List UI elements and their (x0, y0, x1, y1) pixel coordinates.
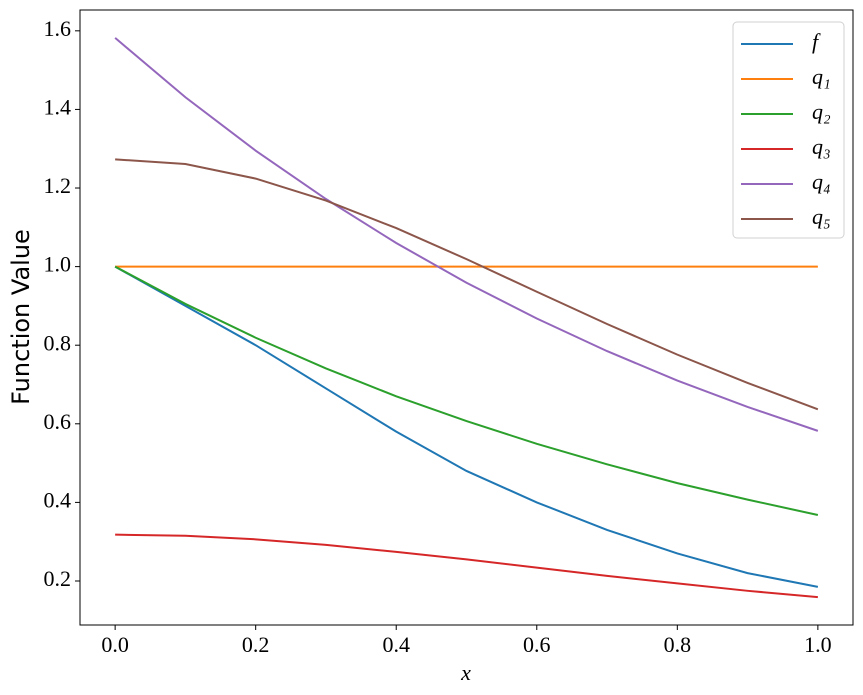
series-line (114, 265, 819, 588)
legend-label: q₂ (812, 99, 831, 124)
legend-label: f (812, 29, 821, 54)
x-axis-label: x (460, 660, 471, 685)
y-tick-label: 1.0 (44, 252, 72, 277)
y-tick-label: 0.6 (44, 409, 72, 434)
y-tick-label: 1.2 (44, 173, 72, 198)
series-line (114, 37, 819, 432)
legend-label: q₃ (812, 134, 831, 159)
legend-label: q₄ (812, 169, 831, 194)
x-tick-label: 0.4 (382, 632, 410, 657)
x-tick-label: 0.2 (242, 632, 270, 657)
x-tick-label: 0.6 (523, 632, 551, 657)
plot-frame (79, 9, 854, 626)
y-tick-label: 1.6 (44, 16, 72, 41)
x-tick-label: 0.8 (664, 632, 692, 657)
series-line (115, 158, 819, 411)
y-tick-label: 0.4 (44, 487, 72, 512)
x-tick-label: 0.0 (101, 632, 129, 657)
series-line (115, 533, 818, 599)
legend-label: q₁ (812, 64, 831, 89)
series-line (114, 265, 819, 516)
y-axis-label: Function Value (7, 229, 35, 405)
x-tick-label: 1.0 (804, 632, 832, 657)
y-tick-label: 1.4 (44, 94, 72, 119)
y-tick-label: 0.2 (44, 566, 72, 591)
y-tick-label: 0.8 (44, 330, 72, 355)
legend-label: q₅ (812, 204, 831, 229)
